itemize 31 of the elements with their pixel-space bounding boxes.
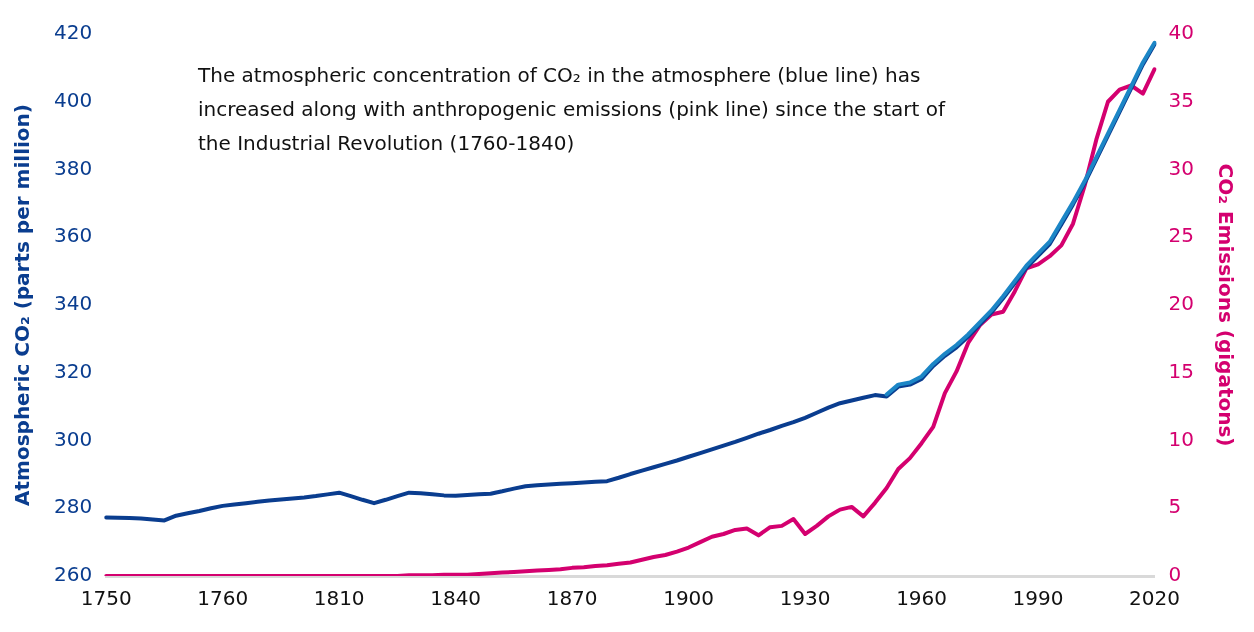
- y-tick-label: 400: [53, 87, 93, 112]
- y2-axis-title: CO₂ Emissions (gigatons): [1213, 163, 1238, 447]
- y2-tick-label: 5: [1168, 494, 1182, 519]
- y2-tick-label: 10: [1168, 426, 1194, 451]
- x-tick-label: 1870: [546, 586, 598, 611]
- y-axis-title: Atmospheric CO₂ (parts per million): [10, 104, 35, 506]
- y-tick-label: 300: [53, 426, 93, 451]
- y2-tick-label: 25: [1168, 223, 1194, 248]
- y-tick-label: 340: [53, 291, 93, 316]
- x-tick-label: 1930: [779, 586, 831, 611]
- y-tick-label: 360: [53, 223, 93, 248]
- x-tick-label: 1840: [430, 586, 482, 611]
- y2-tick-label: 15: [1168, 358, 1194, 383]
- y-tick-label: 380: [53, 155, 93, 180]
- y2-tick-label: 30: [1168, 155, 1194, 180]
- y-tick-label: 260: [53, 562, 93, 587]
- y2-tick-label: 20: [1168, 291, 1194, 316]
- x-tick-label: 1810: [313, 586, 365, 611]
- x-tick-label: 1960: [896, 586, 948, 611]
- x-tick-label: 1900: [663, 586, 715, 611]
- y2-tick-label: 35: [1168, 87, 1194, 112]
- x-tick-label: 1990: [1012, 586, 1064, 611]
- y-tick-label: 320: [53, 358, 93, 383]
- y2-tick-label: 0: [1168, 562, 1182, 587]
- x-tick-label: 2020: [1129, 586, 1180, 611]
- y-tick-label: 420: [53, 20, 93, 45]
- y2-tick-label: 40: [1168, 20, 1194, 45]
- x-tick-label: 1760: [197, 586, 249, 611]
- y-tick-label: 280: [53, 494, 93, 519]
- x-tick-label: 1750: [80, 586, 132, 611]
- annotation: The atmospheric concentration of CO₂ in the atmosphere (blue line) has increased along with anthropogenic emissions (pink line) since the start of the Industrial Revolution (1760-1840): [198, 62, 947, 157]
